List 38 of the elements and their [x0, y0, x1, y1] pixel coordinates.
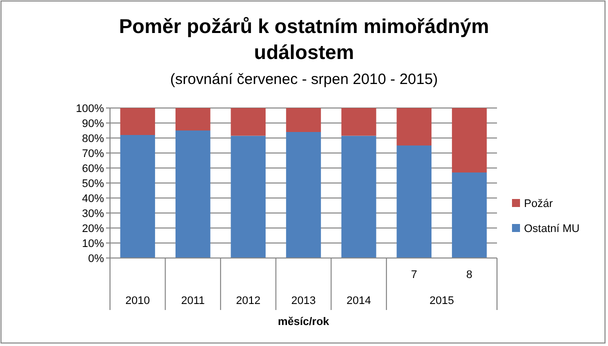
bar: [341, 108, 376, 136]
x-tick-label: 2014: [346, 295, 372, 307]
bar: [176, 108, 210, 130]
text: 2015: [429, 295, 454, 307]
bar: [230, 136, 266, 258]
y-tick-label: 70%: [82, 148, 104, 160]
x-tick-label: 2011: [181, 295, 205, 307]
bar: [452, 108, 487, 172]
bar: [396, 146, 432, 258]
legend-label: Ostatní MU: [524, 223, 580, 235]
x-tick-label: 2012: [236, 295, 260, 307]
legend-label: Požár: [524, 198, 554, 210]
bar: [286, 108, 321, 132]
y-tick-label: 10%: [82, 238, 104, 250]
y-tick-label: 90%: [82, 118, 104, 130]
y-tick-label: 50%: [82, 178, 104, 190]
bar: [341, 136, 376, 258]
y-tick-label: 60%: [82, 163, 104, 175]
chart-title: Poměr požárů k ostatním mimořádným událostem: [118, 16, 490, 64]
bar: [176, 130, 210, 258]
y-tick-label: 0%: [88, 253, 104, 265]
bar: [120, 135, 156, 258]
x-tick-label: 2010: [125, 295, 150, 307]
x-tick-label: 7: [411, 269, 418, 281]
y-tick-label: 30%: [82, 208, 104, 220]
x-tick-label: 2013: [291, 295, 316, 307]
y-tick-label: 80%: [82, 133, 104, 145]
y-tick-label: 100%: [76, 103, 104, 115]
y-tick-label: 20%: [82, 223, 104, 235]
bar: [396, 108, 432, 146]
bar: [286, 132, 321, 258]
x-axis-title: měsíc/rok: [278, 316, 330, 328]
bar: [452, 172, 487, 258]
y-tick-label: 40%: [82, 193, 104, 205]
x-tick-label: 8: [466, 269, 472, 281]
chart-subtitle: (srovnání červenec - srpen 2010 - 2015): [170, 71, 438, 88]
bar: [120, 108, 156, 135]
bar: [230, 108, 266, 136]
